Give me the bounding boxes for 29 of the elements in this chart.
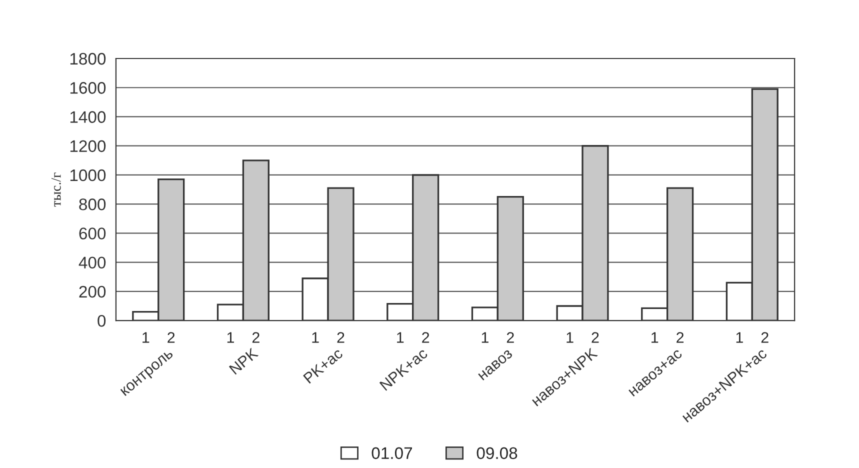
- annotation: 1: [142, 332, 150, 343]
- annotation: 1: [482, 332, 488, 343]
- y-tick-label: 600: [79, 228, 106, 240]
- annotation: 1: [397, 332, 404, 343]
- annotation: 1: [312, 332, 319, 343]
- y-tick-label: 1600: [70, 82, 106, 94]
- annotation: 2: [761, 332, 768, 343]
- annotation: 2: [252, 332, 260, 343]
- y-tick-label: 200: [79, 286, 106, 298]
- annotation: 1: [736, 332, 743, 343]
- y-axis-title: тыс./г: [52, 172, 61, 207]
- annotation: 2: [422, 332, 430, 343]
- y-tick-label: 1000: [70, 169, 106, 182]
- y-tick-label: 1400: [70, 111, 106, 123]
- annotation: 2: [337, 332, 344, 343]
- annotation: 1: [652, 332, 658, 343]
- annotation: 1: [566, 332, 574, 343]
- annotation: 2: [592, 332, 599, 343]
- annotation: 2: [506, 332, 514, 343]
- legend-label: 09.08: [476, 447, 518, 460]
- legend-label: 01.07: [372, 447, 412, 460]
- annotation: 2: [168, 332, 175, 343]
- y-tick-label: 800: [79, 198, 106, 210]
- y-tick-label: 1800: [70, 52, 106, 65]
- y-tick-label: 400: [78, 256, 106, 269]
- annotation: 2: [676, 332, 684, 343]
- y-tick-label: 0: [98, 314, 106, 327]
- annotation: 1: [227, 332, 234, 343]
- y-tick-label: 1200: [70, 140, 106, 152]
